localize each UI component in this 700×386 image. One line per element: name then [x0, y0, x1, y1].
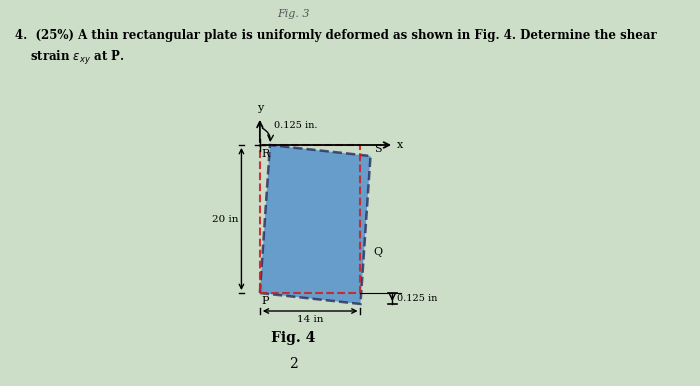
Text: 0.125 in.: 0.125 in.: [274, 120, 318, 129]
Text: S: S: [374, 144, 382, 154]
Text: y: y: [257, 103, 263, 113]
Text: 2: 2: [289, 357, 298, 371]
Text: Q: Q: [373, 247, 382, 257]
Text: strain $\varepsilon_{xy}$ at P.: strain $\varepsilon_{xy}$ at P.: [30, 49, 125, 67]
Text: 20 in: 20 in: [211, 215, 238, 223]
Text: 0.125 in: 0.125 in: [398, 294, 438, 303]
Text: 4.  (25%) A thin rectangular plate is uniformly deformed as shown in Fig. 4. Det: 4. (25%) A thin rectangular plate is uni…: [15, 29, 657, 42]
Polygon shape: [260, 145, 370, 304]
Text: 14 in: 14 in: [297, 315, 323, 324]
Text: Fig. 4: Fig. 4: [271, 331, 316, 345]
Text: Fig. 3: Fig. 3: [277, 9, 309, 19]
Text: x: x: [398, 140, 404, 150]
Text: R: R: [262, 149, 270, 159]
Text: P: P: [262, 296, 269, 306]
